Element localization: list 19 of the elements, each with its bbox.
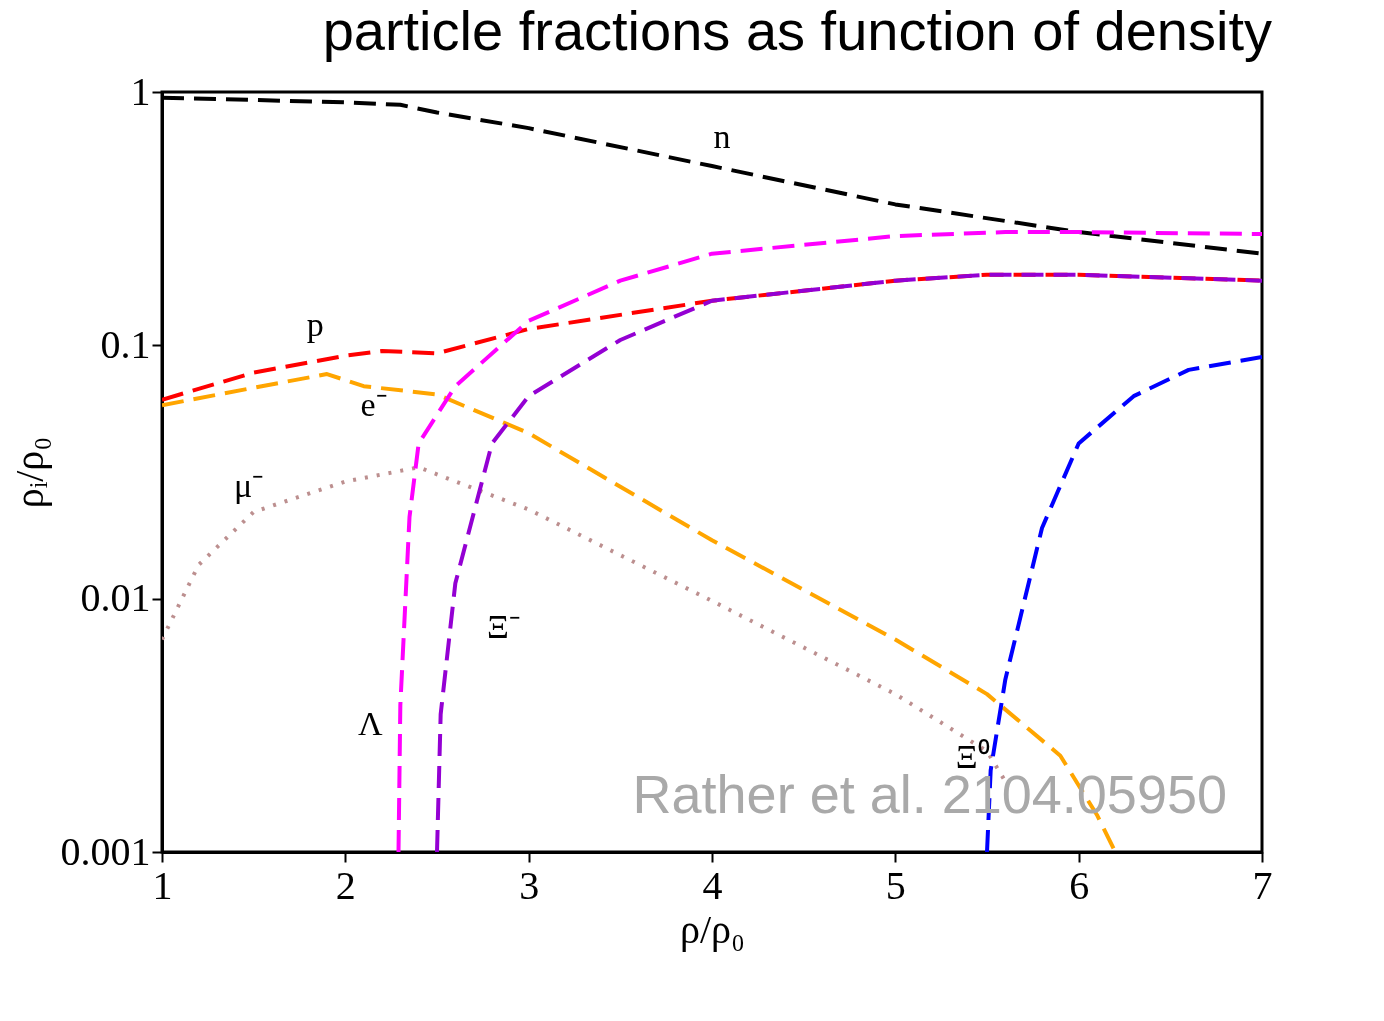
x-tick-label: 7 [1252, 862, 1273, 908]
x-tick-label: 5 [885, 862, 906, 908]
series-label: μ⁻ [234, 466, 264, 504]
y-tick-label: 1 [130, 68, 151, 114]
series-label: n [713, 118, 731, 156]
y-tick-label: 0.001 [60, 828, 151, 874]
x-axis-title: ρ/ρ₀ [680, 906, 745, 952]
y-tick-label: 0.01 [80, 575, 151, 621]
y-axis-title: ρᵢ/ρ₀ [6, 436, 52, 509]
x-tick-label: 3 [519, 862, 540, 908]
series-label: Ξ⁻ [486, 608, 520, 646]
series-label: e⁻ [360, 386, 387, 424]
y-tick-label: 0.1 [100, 321, 151, 367]
chart-title: particle fractions as function of density [322, 0, 1272, 62]
series-label: p [306, 305, 324, 343]
series-label: Λ [358, 705, 384, 743]
x-tick-label: 2 [335, 862, 356, 908]
x-tick-label: 4 [702, 862, 723, 908]
x-tick-label: 6 [1069, 862, 1090, 908]
